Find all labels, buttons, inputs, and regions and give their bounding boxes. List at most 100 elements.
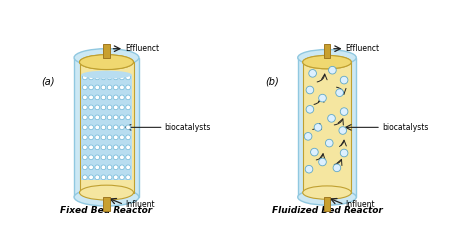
Circle shape [101, 115, 106, 120]
Circle shape [101, 125, 106, 130]
Circle shape [107, 165, 112, 170]
Circle shape [95, 165, 100, 170]
Circle shape [82, 75, 87, 80]
Circle shape [309, 70, 317, 77]
Text: Influent: Influent [346, 200, 375, 209]
Circle shape [113, 85, 118, 90]
Text: Fluidized Bed Reactor: Fluidized Bed Reactor [272, 206, 383, 215]
Circle shape [340, 149, 348, 157]
Ellipse shape [74, 49, 139, 67]
Circle shape [336, 89, 344, 97]
Circle shape [326, 139, 333, 147]
Ellipse shape [82, 71, 132, 79]
Text: (b): (b) [265, 77, 279, 87]
Circle shape [113, 125, 118, 130]
Circle shape [95, 135, 100, 140]
Circle shape [113, 175, 118, 180]
Circle shape [101, 145, 106, 150]
Circle shape [95, 75, 100, 80]
Circle shape [319, 158, 326, 166]
Ellipse shape [80, 55, 134, 70]
Circle shape [101, 175, 106, 180]
Circle shape [89, 125, 93, 130]
Circle shape [107, 135, 112, 140]
Circle shape [119, 165, 124, 170]
Circle shape [119, 125, 124, 130]
Circle shape [126, 95, 130, 100]
Circle shape [126, 145, 130, 150]
Circle shape [82, 85, 87, 90]
Circle shape [119, 145, 124, 150]
Bar [324, 197, 330, 211]
Circle shape [107, 155, 112, 160]
Circle shape [339, 127, 346, 134]
Circle shape [113, 105, 118, 110]
FancyBboxPatch shape [80, 62, 134, 193]
Circle shape [119, 75, 124, 80]
Circle shape [126, 175, 130, 180]
Ellipse shape [298, 50, 356, 66]
Bar [103, 197, 109, 211]
Circle shape [126, 115, 130, 120]
Circle shape [126, 125, 130, 130]
Circle shape [89, 105, 93, 110]
Circle shape [319, 94, 326, 102]
Ellipse shape [80, 185, 134, 200]
Circle shape [82, 125, 87, 130]
Circle shape [101, 75, 106, 80]
Circle shape [95, 175, 100, 180]
Text: Effluenct: Effluenct [125, 44, 159, 53]
Circle shape [95, 145, 100, 150]
Circle shape [119, 175, 124, 180]
Text: Effluenct: Effluenct [346, 44, 380, 53]
Circle shape [101, 165, 106, 170]
Circle shape [126, 105, 130, 110]
Circle shape [82, 175, 87, 180]
Circle shape [82, 115, 87, 120]
Circle shape [126, 155, 130, 160]
Circle shape [333, 164, 341, 172]
Bar [82, 75, 132, 180]
FancyBboxPatch shape [303, 62, 351, 193]
Circle shape [82, 105, 87, 110]
Ellipse shape [303, 55, 351, 69]
Circle shape [107, 115, 112, 120]
Circle shape [82, 145, 87, 150]
Circle shape [126, 135, 130, 140]
Circle shape [306, 106, 314, 113]
Circle shape [82, 95, 87, 100]
Text: biocatalysts: biocatalysts [382, 123, 428, 132]
FancyBboxPatch shape [74, 58, 139, 197]
Circle shape [113, 145, 118, 150]
Circle shape [107, 125, 112, 130]
Circle shape [113, 155, 118, 160]
Text: biocatalysts: biocatalysts [164, 123, 211, 132]
Circle shape [119, 115, 124, 120]
Circle shape [101, 95, 106, 100]
Ellipse shape [74, 188, 139, 206]
Circle shape [119, 105, 124, 110]
Circle shape [340, 108, 348, 115]
Circle shape [89, 85, 93, 90]
Circle shape [107, 95, 112, 100]
Circle shape [119, 85, 124, 90]
Circle shape [95, 95, 100, 100]
Circle shape [89, 95, 93, 100]
Circle shape [95, 105, 100, 110]
Circle shape [101, 155, 106, 160]
Bar [103, 44, 109, 58]
Bar [324, 44, 330, 58]
Circle shape [107, 105, 112, 110]
Text: Fixed Bed Reactor: Fixed Bed Reactor [60, 206, 153, 215]
Circle shape [306, 86, 314, 94]
Circle shape [95, 155, 100, 160]
Circle shape [82, 165, 87, 170]
Circle shape [126, 165, 130, 170]
Circle shape [101, 105, 106, 110]
Text: Influent: Influent [125, 200, 155, 209]
Circle shape [101, 85, 106, 90]
Circle shape [119, 135, 124, 140]
Circle shape [89, 135, 93, 140]
Circle shape [113, 95, 118, 100]
Ellipse shape [298, 189, 356, 205]
